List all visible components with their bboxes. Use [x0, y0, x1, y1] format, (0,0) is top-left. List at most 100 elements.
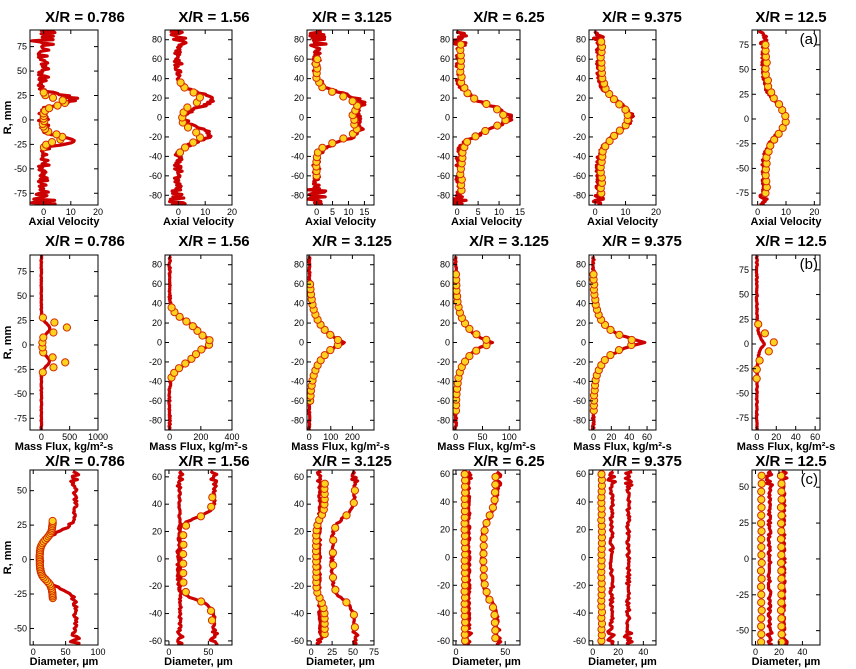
- y-tick-label: 60: [152, 472, 162, 482]
- axes-frame: [164, 469, 233, 646]
- y-tick-label: 0: [299, 113, 304, 123]
- subplot-1-3: 0 5 10 15 -80 -60 -40 -20 0 20 40 60 80 X/R = 3.125 Ax…: [291, 9, 392, 228]
- y-tick-label: 60: [576, 54, 586, 64]
- x-tick-label: 10: [494, 207, 504, 217]
- x-tick-label: 0: [755, 207, 760, 217]
- y-tick-label: 80: [440, 35, 450, 45]
- y-tick-label: -25: [736, 364, 749, 374]
- data-point: [761, 40, 770, 49]
- data-point: [752, 365, 761, 374]
- subplot-1-4: 0 5 10 15 -80 -60 -40 -20 0 20 40 60 80 X/R = 6.25 Axi…: [437, 9, 545, 228]
- plot-area: [453, 30, 514, 205]
- data-point: [175, 148, 185, 157]
- data-point: [196, 512, 205, 521]
- plot-area: [307, 30, 367, 205]
- data-point: [195, 93, 204, 102]
- y-tick-label: -60: [149, 636, 162, 646]
- y-tick-label: 75: [17, 267, 27, 277]
- data-point: [48, 353, 57, 362]
- x-tick-label: 0: [176, 207, 181, 217]
- subplot-3-1: 0 50 100 -50 -25 0 25 50 X/R = 0.786 Diameter, µm…: [2, 453, 125, 668]
- x-tick-label: 50: [500, 647, 510, 657]
- y-tick-label: 0: [581, 113, 586, 123]
- x-tick-label: 10: [66, 207, 76, 217]
- data-point: [777, 574, 786, 583]
- x-tick-label: 100: [323, 432, 338, 442]
- data-point: [776, 535, 786, 544]
- data-point: [331, 523, 340, 532]
- data-point: [460, 357, 470, 366]
- data-point: [326, 330, 335, 339]
- y-tick-label: -20: [149, 132, 162, 142]
- y-tick-label: -20: [291, 132, 304, 142]
- plot-area: [589, 255, 647, 430]
- x-axis-label: Axial Velocity: [29, 216, 101, 228]
- y-tick-label: -20: [573, 580, 586, 590]
- data-point: [328, 139, 337, 148]
- y-tick-label: -60: [437, 636, 450, 646]
- data-point: [777, 479, 786, 488]
- y-tick-label: -50: [14, 623, 27, 633]
- y-tick-label: 60: [576, 469, 586, 479]
- data-point: [339, 92, 348, 101]
- axes-frame: [29, 254, 99, 431]
- plot-area: [460, 470, 503, 645]
- data-point: [179, 550, 188, 559]
- subplot-1-5: 0 10 20 -80 -60 -40 -20 0 20 40 60 80 X/R = 9.375 Axi…: [573, 9, 682, 228]
- subplot-title: X/R = 1.56: [178, 453, 249, 470]
- data-point: [493, 105, 502, 114]
- y-tick-label: -50: [736, 163, 749, 173]
- y-tick-label: -40: [437, 608, 450, 618]
- data-point: [197, 597, 206, 606]
- data-point: [757, 614, 766, 623]
- x-tick-label: 0: [166, 647, 171, 657]
- subplot-title: X/R = 12.5: [755, 233, 826, 250]
- data-point: [480, 526, 489, 535]
- y-tick-label: -60: [149, 396, 162, 406]
- x-tick-label: 10: [621, 207, 631, 217]
- data-point: [49, 363, 58, 372]
- data-point: [39, 88, 48, 97]
- data-point: [777, 519, 786, 528]
- y-tick-label: -80: [291, 415, 304, 425]
- y-tick-label: 0: [22, 340, 27, 350]
- y-tick-label: -40: [573, 376, 586, 386]
- data-point: [776, 606, 786, 615]
- y-tick-label: 40: [152, 499, 162, 509]
- x-axis-label: Mass Flux, kg/m²-s: [573, 441, 671, 453]
- data-point: [350, 486, 359, 495]
- y-tick-label: 80: [294, 35, 304, 45]
- data-point: [189, 88, 198, 97]
- data-point: [460, 470, 469, 479]
- y-tick-label: 0: [744, 554, 749, 564]
- x-tick-label: 5: [330, 207, 335, 217]
- data-point: [339, 134, 348, 143]
- subplot-title: X/R = 1.56: [178, 9, 249, 26]
- y-tick-label: -40: [291, 609, 304, 619]
- data-point: [601, 142, 610, 151]
- plot-area: [597, 470, 634, 645]
- y-tick-label: 0: [157, 554, 162, 564]
- data-point: [192, 128, 201, 137]
- data-point: [45, 104, 54, 113]
- subplot-title: X/R = 3.125: [312, 9, 392, 26]
- series-line: [175, 470, 185, 645]
- y-tick-label: 80: [152, 260, 162, 270]
- data-point: [757, 471, 766, 480]
- y-tick-label: -50: [14, 389, 27, 399]
- y-tick-label: 0: [581, 338, 586, 348]
- y-tick-label: -80: [573, 415, 586, 425]
- y-tick-label: -40: [573, 608, 586, 618]
- y-tick-label: 60: [294, 472, 304, 482]
- y-tick-label: -50: [736, 388, 749, 398]
- y-tick-label: 60: [440, 54, 450, 64]
- x-axis-label: Diameter, µm: [306, 656, 375, 668]
- data-point: [482, 587, 491, 597]
- data-point: [348, 97, 357, 106]
- subplot-title: X/R = 1.56: [178, 233, 249, 250]
- data-point: [757, 495, 766, 504]
- x-tick-label: 10: [781, 207, 791, 217]
- data-point: [47, 138, 57, 147]
- x-tick-label: 50: [203, 647, 213, 657]
- data-point: [181, 587, 190, 597]
